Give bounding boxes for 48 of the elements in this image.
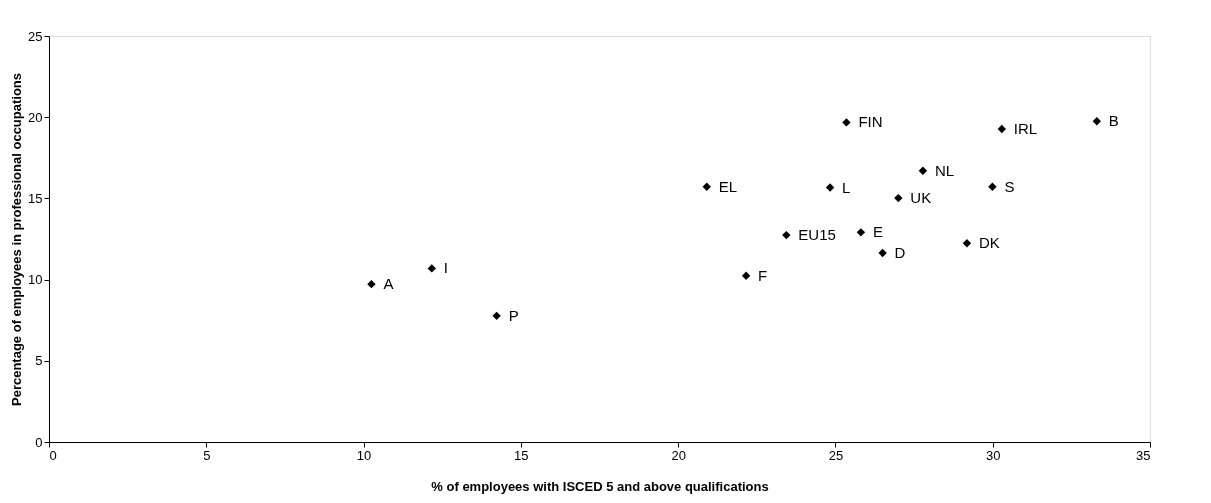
y-tick-label: 20 <box>28 109 43 125</box>
x-tick-label: 5 <box>203 447 211 463</box>
y-tick-label: 25 <box>28 28 43 44</box>
point <box>997 124 1007 134</box>
point <box>856 228 866 237</box>
y-axis-title: Percentage of employees in professional occupations <box>9 72 25 407</box>
annotation: L <box>842 178 851 196</box>
point <box>1092 117 1102 126</box>
annotation: A <box>383 275 394 293</box>
annotation: DK <box>978 234 1000 252</box>
y-tick-label: 0 <box>35 434 43 450</box>
point <box>782 230 791 240</box>
annotation: F <box>758 266 768 284</box>
y-tick-label: 10 <box>28 272 43 288</box>
point <box>825 183 835 192</box>
point <box>702 182 711 191</box>
x-tick-label: 0 <box>49 447 57 463</box>
x-tick-label: 25 <box>828 447 844 463</box>
annotation: S <box>1004 177 1015 195</box>
annotation: EL <box>718 177 738 195</box>
x-tick-label: 30 <box>985 447 1001 463</box>
point <box>878 248 887 258</box>
annotation: NL <box>934 161 955 179</box>
point <box>918 166 928 175</box>
x-tick-label: 15 <box>514 447 529 463</box>
annotation: UK <box>910 189 932 207</box>
y-tick-label: 15 <box>28 190 43 206</box>
point <box>427 264 437 273</box>
point <box>962 239 972 248</box>
annotation: IRL <box>1013 120 1038 138</box>
annotation: B <box>1108 112 1119 130</box>
annotation: P <box>508 306 519 324</box>
point <box>741 271 751 280</box>
point <box>367 279 376 289</box>
point <box>842 118 851 127</box>
annotation: I <box>443 259 449 277</box>
annotation: E <box>872 223 883 241</box>
annotation: EU15 <box>798 226 836 244</box>
x-tick-label: 20 <box>671 447 686 463</box>
x-axis-title: % of employees with ISCED 5 and above qualifications <box>431 478 769 494</box>
x-tick-label: 10 <box>356 447 372 463</box>
point <box>492 311 501 320</box>
point <box>894 193 903 203</box>
annotation: D <box>894 243 906 261</box>
x-tick-label: 35 <box>1136 447 1151 463</box>
point <box>988 182 997 191</box>
annotation: FIN <box>858 113 883 131</box>
y-tick-label: 5 <box>35 353 43 369</box>
